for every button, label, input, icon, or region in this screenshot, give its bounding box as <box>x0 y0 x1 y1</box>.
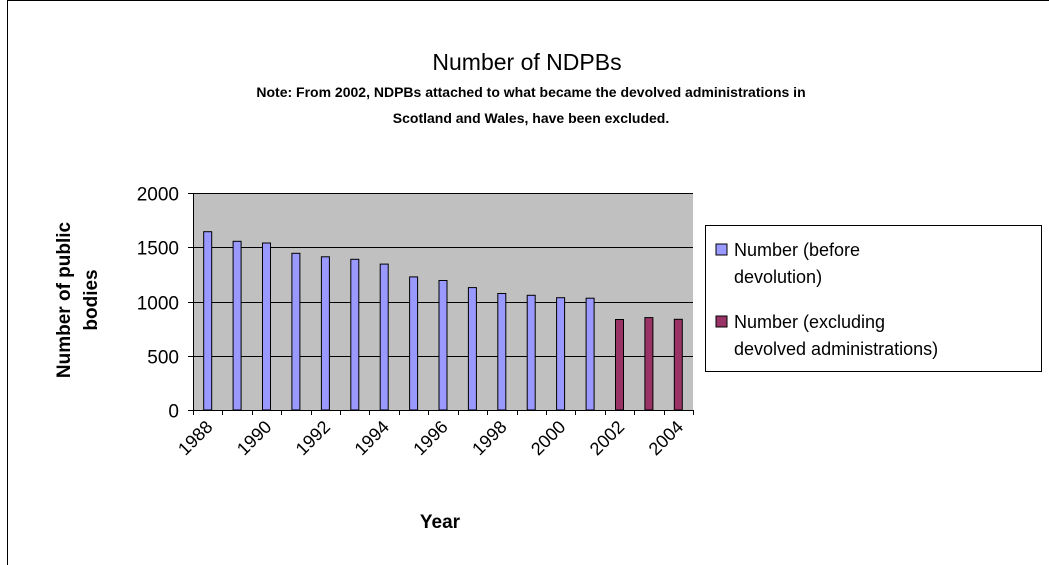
x-axis-title: Year <box>420 512 461 533</box>
x-tick-label: 2000 <box>527 417 569 459</box>
y-axis-title: Number of public bodies <box>54 221 102 378</box>
bar-before-devolution <box>497 293 507 411</box>
chart-subtitle-line-1: Note: From 2002, NDPBs attached to what … <box>256 84 805 100</box>
x-tick-label: 2004 <box>645 417 687 459</box>
x-tick-label: 1998 <box>468 417 510 459</box>
legend: Number (before devolution) Number (exclu… <box>705 225 1042 372</box>
bar-before-devolution <box>556 297 566 411</box>
bar-before-devolution <box>409 276 419 411</box>
x-tick-label: 1996 <box>409 417 451 459</box>
legend-label-before-devolution-line-2: devolution) <box>734 267 822 287</box>
legend-swatch-before-devolution <box>715 243 728 256</box>
bar-before-devolution <box>232 240 242 411</box>
bar-before-devolution <box>350 258 360 411</box>
bar-before-devolution <box>379 263 389 411</box>
y-tick-label: 0 <box>168 402 179 423</box>
x-ticks: 1988 1990 1992 1994 1996 1998 2000 2002 2004 <box>174 410 694 459</box>
bar-excluding-devolved <box>644 317 654 411</box>
bar-before-devolution <box>320 256 330 411</box>
bar-before-devolution <box>467 287 477 411</box>
legend-label-excluding-devolved-line-1: Number (excluding <box>734 312 885 332</box>
bar-before-devolution <box>262 242 271 411</box>
y-tick-label: 2000 <box>137 185 179 206</box>
y-ticks: 0 500 1000 1500 2000 <box>137 185 193 423</box>
legend-box <box>705 225 1042 372</box>
bar-excluding-devolved <box>673 318 683 411</box>
legend-label-excluding-devolved-line-2: devolved administrations) <box>734 339 938 359</box>
x-tick-label: 1988 <box>174 417 216 459</box>
y-axis-title-line-1: Number of public <box>54 221 75 378</box>
chart-title: Number of NDPBs <box>432 49 621 75</box>
chart-subtitle-line-2: Scotland and Wales, have been excluded. <box>393 110 669 126</box>
legend-swatch-excluding-devolved <box>715 315 728 328</box>
y-axis-title-line-2: bodies <box>81 269 102 330</box>
x-tick-label: 2002 <box>586 417 628 459</box>
bar-before-devolution <box>291 252 301 411</box>
bar-excluding-devolved <box>615 319 624 411</box>
y-tick-label: 500 <box>147 348 179 369</box>
y-tick-label: 1500 <box>137 239 179 260</box>
x-tick-label: 1992 <box>292 417 334 459</box>
legend-label-before-devolution-line-1: Number (before <box>734 240 860 260</box>
y-tick-label: 1000 <box>137 294 179 315</box>
x-tick-label: 1990 <box>233 417 275 459</box>
x-tick-label: 1994 <box>351 417 393 459</box>
bar-before-devolution <box>438 280 448 411</box>
bar-before-devolution <box>585 297 595 411</box>
bar-before-devolution <box>203 231 213 411</box>
bar-before-devolution <box>526 294 536 411</box>
